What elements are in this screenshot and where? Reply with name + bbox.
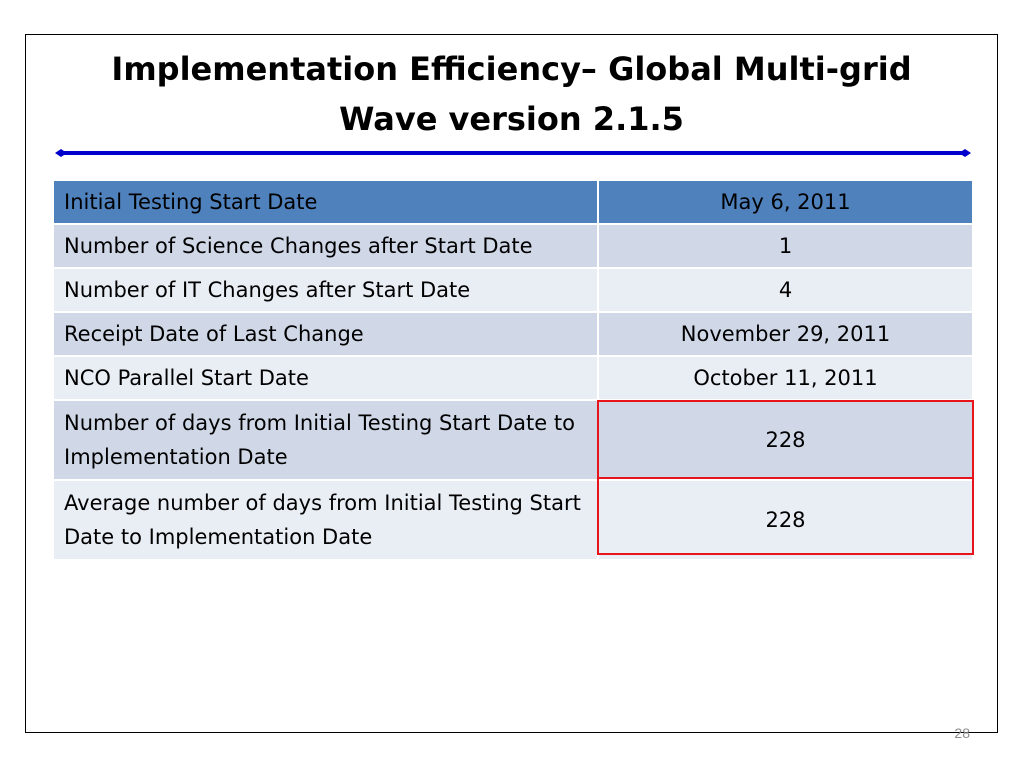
slide-title: Implementation Efficiency– Global Multi-… bbox=[25, 44, 998, 144]
slide-border bbox=[25, 34, 998, 733]
table-cell-label: Average number of days from Initial Test… bbox=[52, 479, 599, 561]
table-cell-label: Number of IT Changes after Start Date bbox=[52, 267, 599, 313]
table-row: Initial Testing Start Date May 6, 2011 bbox=[52, 179, 974, 225]
table-cell-value: November 29, 2011 bbox=[597, 311, 974, 357]
slide-number: 28 bbox=[954, 725, 970, 741]
table-cell-label: NCO Parallel Start Date bbox=[52, 355, 599, 401]
table-cell-label: Number of Science Changes after Start Da… bbox=[52, 223, 599, 269]
table-cell-label: Initial Testing Start Date bbox=[52, 179, 599, 225]
implementation-efficiency-table: Initial Testing Start Date May 6, 2011 N… bbox=[52, 179, 974, 561]
table-cell-value: 4 bbox=[597, 267, 974, 313]
table-cell-value: May 6, 2011 bbox=[597, 179, 974, 225]
table-row: Average number of days from Initial Test… bbox=[52, 479, 974, 561]
table-cell-value: October 11, 2011 bbox=[597, 355, 974, 401]
table-cell-value: 228 bbox=[597, 399, 974, 481]
table-cell-value: 228 bbox=[597, 479, 974, 561]
title-rule-right-diamond bbox=[959, 149, 971, 157]
table-row: Number of days from Initial Testing Star… bbox=[52, 399, 974, 481]
slide-title-line-1: Implementation Efficiency– Global Multi-… bbox=[111, 50, 912, 88]
table-row: Number of Science Changes after Start Da… bbox=[52, 223, 974, 269]
table-row: Receipt Date of Last Change November 29,… bbox=[52, 311, 974, 357]
table-row: Number of IT Changes after Start Date 4 bbox=[52, 267, 974, 313]
table-cell-label: Receipt Date of Last Change bbox=[52, 311, 599, 357]
table-row: NCO Parallel Start Date October 11, 2011 bbox=[52, 355, 974, 401]
title-underline-rule bbox=[55, 149, 971, 157]
slide-title-line-2: Wave version 2.1.5 bbox=[339, 100, 684, 138]
title-rule-left-diamond bbox=[55, 149, 67, 157]
table-cell-value: 1 bbox=[597, 223, 974, 269]
table-cell-label: Number of days from Initial Testing Star… bbox=[52, 399, 599, 481]
